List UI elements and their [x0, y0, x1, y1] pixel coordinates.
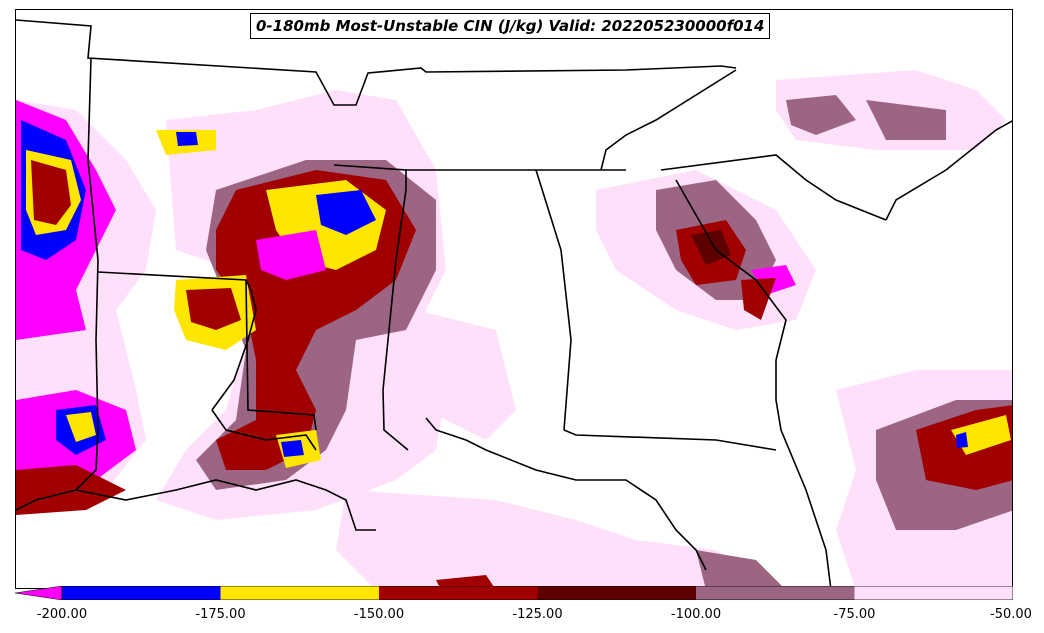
colorbar-extend-triangle [15, 586, 63, 600]
colorbar-tick-label: -50.00 [990, 607, 1032, 622]
colorbar-tick-label: -75.00 [833, 607, 876, 622]
colorbar-tick-label: -100.00 [670, 607, 722, 622]
cin-region-gulf-red [436, 575, 495, 588]
map-title: 0-180mb Most-Unstable CIN (J/kg) Valid: … [250, 13, 771, 39]
colorbar-bin-1 [62, 586, 221, 600]
cin-region-atl-blue [956, 432, 968, 448]
cin-region-central-magenta [256, 230, 326, 280]
cin-region-sw-yellow [66, 412, 96, 442]
colorbar-bin-6 [854, 586, 1013, 600]
cin-region-se-dark [691, 230, 731, 265]
colorbar-tick-label: -125.00 [512, 607, 563, 622]
map-panel [15, 9, 1013, 589]
cin-region-sw-coast [16, 465, 126, 515]
colorbar-bin-3 [379, 586, 538, 600]
cin-region-ark-red [186, 288, 241, 330]
colorbar-tick-label: -175.00 [195, 607, 246, 622]
cin-region-ne-mauve [786, 95, 856, 135]
colorbar-outline [61, 586, 1013, 600]
cin-region-ne-mauve2 [866, 100, 946, 140]
colorbar-bin-4 [537, 586, 696, 600]
colorbar-tick-label: -200.00 [36, 607, 88, 622]
cin-region-ga-light [416, 310, 516, 440]
state-boundaries [16, 19, 1012, 588]
colorbar-bin-2 [220, 586, 379, 600]
colorbar [15, 586, 1013, 600]
cin-region-se-red2 [741, 278, 776, 320]
cin-region-gulf-light [336, 490, 773, 588]
cin-region-central-blue [316, 190, 376, 235]
cin-region-gulf-mauve [696, 550, 784, 588]
cin-field [16, 70, 1012, 588]
colorbar-tick-label: -150.00 [353, 607, 405, 622]
cin-region-ok-blob-blue [176, 132, 198, 146]
cin-region-west-red [31, 160, 71, 225]
cin-region-la-blue [281, 440, 304, 457]
colorbar-bin-5 [696, 586, 855, 600]
